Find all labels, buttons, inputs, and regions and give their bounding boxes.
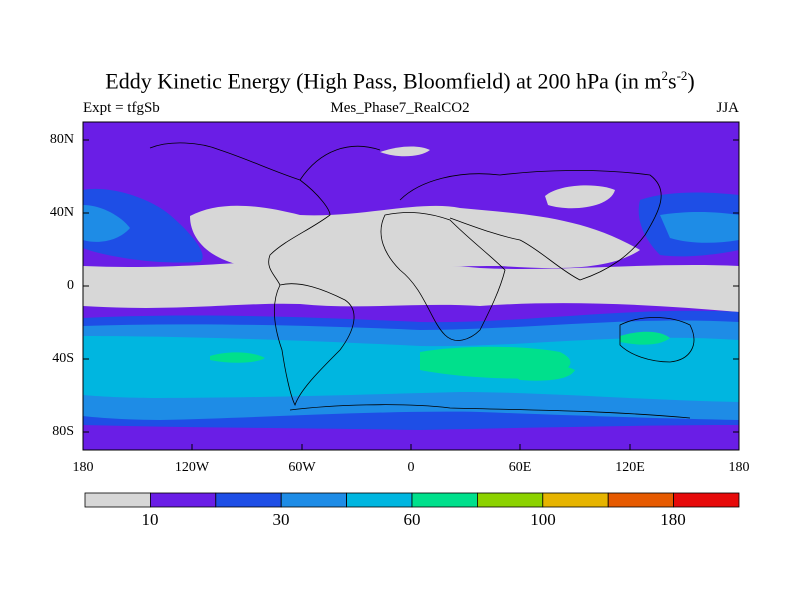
south-america-coast	[274, 283, 355, 407]
tropical-low-band	[83, 261, 739, 312]
northern-low-lobe	[190, 205, 640, 269]
y-tick-label: 40N	[49, 205, 74, 220]
colorbar-box	[411, 492, 478, 508]
x-tick-label: 60W	[288, 460, 316, 475]
x-tick-label: 120E	[615, 460, 645, 475]
x-tick-label: 60E	[508, 460, 532, 475]
colorbar-box	[346, 492, 413, 508]
colorbar-box	[149, 492, 217, 508]
run-label: Mes_Phase7_RealCO2	[330, 100, 470, 116]
colorbar-label: 180	[660, 510, 686, 529]
colorbar	[84, 492, 740, 508]
x-tick-label: 180	[72, 460, 94, 475]
y-tick-label: 40S	[52, 351, 74, 366]
africa-coast	[380, 212, 506, 341]
australia-green	[620, 331, 670, 345]
colorbar-box	[280, 492, 348, 508]
colorbar-box	[84, 492, 151, 508]
colorbar-box	[673, 492, 740, 508]
greenland-coast	[299, 145, 381, 181]
x-tick-label: 120W	[174, 460, 210, 475]
north-pacific-gray-patch	[545, 185, 615, 209]
axis-ticks	[82, 139, 740, 450]
experiment-label: Expt = tfgSb	[83, 100, 160, 116]
y-tick-label: 80N	[49, 132, 74, 147]
colorbar-box	[607, 492, 675, 508]
y-tick-label: 80S	[52, 424, 74, 439]
colorbar-label: 60	[403, 510, 421, 529]
x-tick-label: 180	[728, 460, 750, 475]
colorbar-label: 10	[141, 510, 159, 529]
north-pacific-lightblue	[83, 205, 130, 242]
chart-title: Eddy Kinetic Energy (High Pass, Bloomfie…	[105, 68, 695, 94]
colorbar-box	[542, 492, 609, 508]
north-pacific-blue	[83, 188, 203, 263]
x-tick-label: 0	[407, 460, 415, 475]
y-tick-label: 0	[67, 278, 74, 293]
northwest-pacific-lightblue	[660, 211, 739, 243]
season-label: JJA	[716, 100, 739, 116]
colorbar-label: 100	[530, 510, 556, 529]
eurasia-coast	[399, 170, 662, 281]
antarctica-coast	[289, 404, 691, 419]
colorbar-box	[215, 492, 282, 508]
antarctic-purple	[83, 425, 739, 450]
south-pacific-green	[210, 352, 265, 363]
north-america-coast	[149, 142, 331, 286]
colorbar-label: 30	[272, 510, 290, 529]
south-indian-green	[500, 363, 575, 381]
australia-coast	[619, 317, 695, 363]
arctic-gray-patch	[380, 146, 430, 157]
southern-cyan-band	[83, 336, 739, 402]
coastlines	[149, 142, 695, 419]
ekf-field	[83, 122, 739, 450]
colorbar-box	[476, 492, 544, 508]
